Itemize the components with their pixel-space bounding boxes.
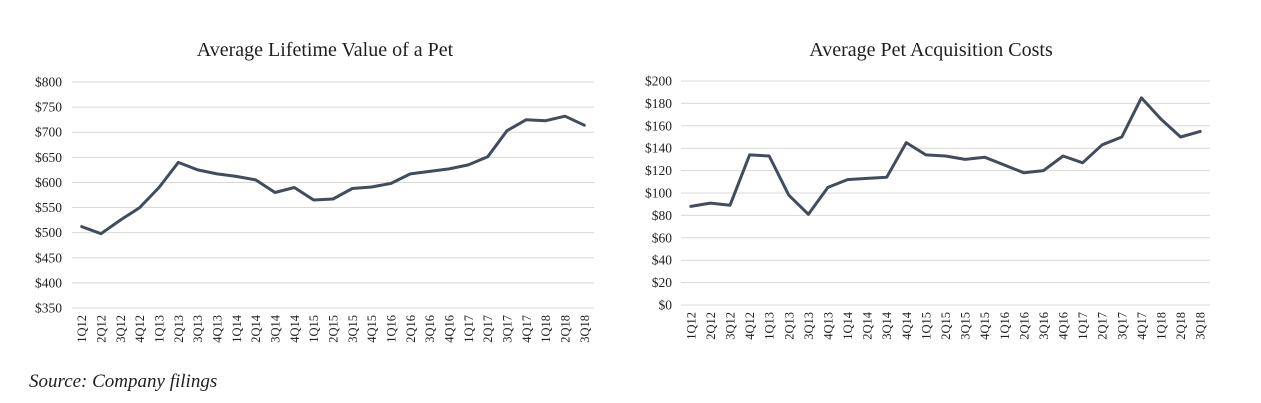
y-axis-label: $350	[35, 301, 62, 316]
x-axis-label: 2Q14	[249, 314, 263, 343]
data-series-line	[80, 114, 586, 236]
chart-title: Average Lifetime Value of a Pet	[197, 39, 454, 61]
y-axis-label: $140	[645, 141, 672, 156]
x-axis-label: 2Q15	[327, 315, 341, 343]
lifetime-value-chart: Average Lifetime Value of a Pet $350 $400…	[0, 0, 630, 370]
x-axis-label: 2Q12	[704, 312, 718, 340]
x-axis-label: 1Q16	[998, 312, 1012, 340]
x-axis-label: 3Q13	[802, 312, 816, 340]
x-axis-label: 2Q15	[939, 312, 953, 340]
x-axis-label: 4Q15	[365, 315, 379, 343]
x-axis-label: 2Q13	[782, 312, 796, 340]
x-axis-label: 2Q18	[559, 315, 573, 343]
x-axis-label: 2Q17	[481, 315, 495, 343]
y-axis-label: $650	[35, 150, 62, 165]
x-axis-label: 3Q14	[880, 311, 894, 340]
x-axis-label: 2Q13	[172, 315, 186, 343]
x-axis-label: 1Q14	[841, 311, 855, 340]
data-series-line	[689, 96, 1202, 216]
x-axis-label: 1Q17	[462, 315, 476, 343]
y-axis-label: $100	[645, 186, 672, 201]
x-axis-label: 2Q16	[1017, 312, 1031, 340]
y-axis-label: $0	[659, 298, 673, 313]
x-axis-label: 1Q14	[230, 314, 244, 343]
x-axis-label: 1Q13	[153, 315, 167, 343]
x-axis-label: 4Q14	[288, 314, 302, 343]
x-axis-label: 3Q15	[346, 315, 360, 343]
y-axis-label: $750	[35, 100, 62, 115]
y-axis-label: $20	[652, 275, 673, 290]
x-axis-label: 3Q13	[191, 315, 205, 343]
x-axis-label: 1Q18	[539, 315, 553, 343]
x-axis-label: 3Q16	[423, 315, 437, 343]
x-axis-label: 3Q17	[501, 315, 515, 343]
x-axis-label: 4Q12	[743, 312, 757, 340]
x-axis-label: 1Q15	[307, 315, 321, 343]
x-axis-label: 1Q18	[1155, 312, 1169, 340]
x-axis-label: 4Q13	[211, 315, 225, 343]
x-axis-label: 4Q17	[1135, 312, 1149, 340]
x-axis-label: 4Q16	[1057, 312, 1071, 340]
y-axis-label: $60	[652, 230, 673, 245]
y-axis-label: $600	[35, 175, 62, 190]
x-axis-label: 3Q18	[1194, 312, 1208, 340]
y-axis-label: $500	[35, 225, 62, 240]
acquisition-cost-chart: Average Pet Acquisition Costs $0 $20 $40 $6…	[630, 0, 1261, 370]
y-axis-label: $40	[652, 253, 673, 268]
x-axis-label: 1Q12	[75, 315, 89, 343]
y-axis-label: $120	[645, 163, 672, 178]
x-axis-label: 3Q16	[1037, 312, 1051, 340]
x-axis-label: 3Q15	[959, 312, 973, 340]
x-axis-label: 1Q16	[385, 315, 399, 343]
x-axis-label: 3Q12	[114, 315, 128, 343]
x-axis-label: 2Q16	[404, 315, 418, 343]
x-axis-label: 1Q17	[1076, 312, 1090, 340]
y-axis-label: $700	[35, 125, 62, 140]
acquisition-cost-chart-svg: Average Pet Acquisition Costs $0 $20 $40 $6…	[645, 39, 1210, 340]
y-axis-label: $160	[645, 118, 672, 133]
y-axis-label: $550	[35, 200, 62, 215]
x-axis-label: 2Q17	[1096, 312, 1110, 340]
y-axis-label: $80	[652, 208, 673, 223]
x-axis-label: 3Q17	[1115, 312, 1129, 340]
x-axis-label: 3Q18	[578, 315, 592, 343]
x-axis-label: 4Q15	[978, 312, 992, 340]
x-axis-label: 4Q12	[133, 315, 147, 343]
x-axis-label: 4Q14	[900, 311, 914, 340]
x-axis-label: 1Q15	[919, 312, 933, 340]
x-axis-label: 2Q12	[95, 315, 109, 343]
x-axis-label: 3Q12	[723, 312, 737, 340]
x-axis-label: 2Q18	[1174, 312, 1188, 340]
y-axis-label: $450	[35, 250, 62, 265]
x-axis-label: 1Q13	[763, 312, 777, 340]
y-axis-label: $800	[35, 75, 62, 90]
x-axis-label: 3Q14	[269, 314, 283, 343]
source-note: Source: Company filings	[29, 371, 218, 392]
y-axis-label: $180	[645, 96, 672, 111]
x-axis-label: 4Q17	[520, 315, 534, 343]
x-axis-label: 4Q13	[821, 312, 835, 340]
x-axis-label: 4Q16	[443, 315, 457, 343]
y-axis-label: $200	[645, 74, 672, 89]
x-axis-label: 1Q12	[684, 312, 698, 340]
x-axis-label: 2Q14	[861, 311, 875, 340]
chart-title: Average Pet Acquisition Costs	[809, 39, 1053, 61]
lifetime-value-chart-svg: Average Lifetime Value of a Pet $350 $400…	[35, 39, 594, 343]
y-axis-label: $400	[35, 275, 62, 290]
